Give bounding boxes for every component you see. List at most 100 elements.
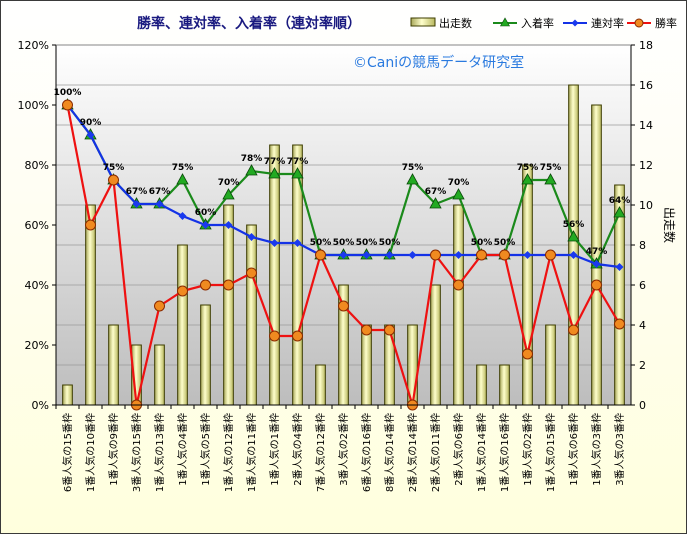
data-label: 50% [379, 238, 401, 248]
x-tick-label: 1番人気の5番枠 [199, 413, 212, 486]
right-tick-label: 8 [639, 239, 646, 252]
marker-win-rate [453, 279, 464, 291]
x-tick-label: 1番人気の10番枠 [84, 413, 97, 492]
data-label: 75% [402, 163, 424, 173]
marker-win-rate [223, 279, 234, 291]
marker-quinella-rate [523, 251, 532, 259]
bar-starts [568, 84, 579, 406]
right-tick-label: 6 [639, 279, 646, 292]
data-label: 50% [310, 238, 332, 248]
data-label: 50% [333, 238, 355, 248]
data-label: 77% [264, 157, 286, 167]
data-label: 90% [80, 118, 102, 128]
x-tick-label: 3番人気の3番枠 [613, 413, 626, 486]
right-tick-label: 16 [639, 79, 653, 92]
x-tick-label: 1番人気の13番枠 [153, 413, 166, 492]
right-tick-label: 12 [639, 159, 653, 172]
marker-win-rate [338, 300, 349, 312]
data-label: 67% [425, 187, 447, 197]
marker-place-rate [291, 167, 304, 179]
x-tick-label: 1番人気の1番枠 [268, 413, 281, 486]
marker-quinella-rate [408, 251, 417, 259]
marker-win-rate [292, 330, 303, 342]
bar-starts [315, 364, 326, 406]
marker-quinella-rate [178, 212, 187, 220]
x-tick-label: 1番人気の2番枠 [521, 413, 534, 486]
bar-starts [223, 204, 234, 406]
x-tick-label: 1番人気の16番枠 [498, 413, 511, 492]
marker-win-rate [568, 324, 579, 336]
marker-quinella-rate [385, 251, 394, 259]
bar-starts [384, 324, 395, 406]
marker-win-rate [108, 174, 119, 186]
marker-quinella-rate [247, 233, 256, 241]
left-tick-label: 40% [25, 279, 49, 292]
left-tick-label: 60% [25, 219, 49, 232]
bar-starts [430, 284, 441, 406]
watermark-text: ©Caniの競馬データ研究室 [353, 54, 524, 71]
legend-marker [571, 19, 579, 27]
marker-win-rate [614, 318, 625, 330]
x-tick-label: 6番人気の15番枠 [61, 413, 74, 492]
marker-win-rate [62, 99, 73, 111]
x-tick-label: 3番人気の2番枠 [337, 413, 350, 486]
data-label: 47% [586, 247, 608, 257]
bar-starts [246, 224, 257, 406]
marker-place-rate [406, 173, 419, 185]
right-tick-label: 4 [639, 319, 646, 332]
legend-label: 勝率 [655, 16, 677, 30]
legend-label: 入着率 [521, 16, 554, 30]
data-label: 100% [54, 88, 82, 98]
marker-place-rate [222, 188, 235, 200]
data-label: 56% [563, 220, 585, 230]
bar-starts [545, 324, 556, 406]
marker-win-rate [315, 249, 326, 261]
marker-win-rate [154, 300, 165, 312]
data-label: 75% [517, 163, 539, 173]
bar-starts [361, 324, 372, 406]
right-tick-label: 18 [639, 39, 653, 52]
marker-place-rate [245, 164, 258, 176]
chart-title: 勝率、連対率、入着率（連対率順） [137, 15, 361, 32]
legend-label: 出走数 [439, 16, 472, 30]
x-tick-label: 2番人気の6番枠 [452, 413, 465, 486]
bar-starts [108, 324, 119, 406]
data-label: 70% [448, 178, 470, 188]
marker-quinella-rate [224, 221, 233, 229]
marker-place-rate [613, 206, 626, 218]
legend: 出走数 入着率 連対率 勝率 [410, 16, 677, 30]
x-tick-label: 1番人気の6番枠 [567, 413, 580, 486]
left-tick-label: 20% [25, 339, 49, 352]
marker-win-rate [522, 348, 533, 360]
left-tick-label: 100% [18, 99, 49, 112]
marker-win-rate [85, 219, 96, 231]
marker-win-rate [246, 267, 257, 279]
bar-starts [499, 364, 510, 406]
marker-quinella-rate [454, 251, 463, 259]
marker-place-rate [567, 230, 580, 242]
marker-place-rate [521, 173, 534, 185]
marker-quinella-rate [339, 251, 348, 259]
marker-quinella-rate [615, 263, 624, 271]
marker-place-rate [544, 173, 557, 185]
x-tick-label: 7番人気の12番枠 [314, 413, 327, 492]
right-tick-label: 10 [639, 199, 653, 212]
marker-place-rate [268, 167, 281, 179]
marker-quinella-rate [132, 200, 141, 208]
marker-place-rate [429, 197, 442, 209]
data-label: 67% [126, 187, 148, 197]
marker-place-rate [452, 188, 465, 200]
x-tick-label: 1番人気の14番枠 [475, 413, 488, 492]
marker-quinella-rate [155, 200, 164, 208]
data-label: 60% [195, 208, 217, 218]
legend-swatch [410, 17, 436, 27]
data-label: 77% [287, 157, 309, 167]
data-label: 50% [471, 238, 493, 248]
data-label: 64% [609, 196, 631, 206]
left-tick-label: 0% [32, 399, 49, 412]
x-tick-label: 1番人気の3番枠 [590, 413, 603, 486]
legend-label: 連対率 [591, 16, 624, 30]
x-tick-label: 1番人気の12番枠 [222, 413, 235, 492]
